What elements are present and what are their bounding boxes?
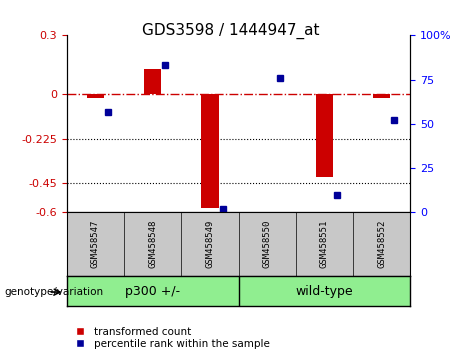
Bar	[316, 95, 333, 177]
Text: p300 +/-: p300 +/-	[125, 285, 180, 298]
Text: GDS3598 / 1444947_at: GDS3598 / 1444947_at	[142, 23, 319, 39]
Text: GSM458550: GSM458550	[263, 220, 272, 268]
Text: GSM458549: GSM458549	[206, 220, 214, 268]
Bar	[373, 95, 390, 98]
Bar	[201, 95, 219, 209]
Text: GSM458548: GSM458548	[148, 220, 157, 268]
Bar	[144, 69, 161, 95]
Text: wild-type: wild-type	[296, 285, 353, 298]
Text: GSM458547: GSM458547	[91, 220, 100, 268]
Text: GSM458552: GSM458552	[377, 220, 386, 268]
Bar	[87, 95, 104, 98]
Legend: transformed count, percentile rank within the sample: transformed count, percentile rank withi…	[70, 327, 270, 349]
Text: genotype/variation: genotype/variation	[5, 287, 104, 297]
Text: GSM458551: GSM458551	[320, 220, 329, 268]
